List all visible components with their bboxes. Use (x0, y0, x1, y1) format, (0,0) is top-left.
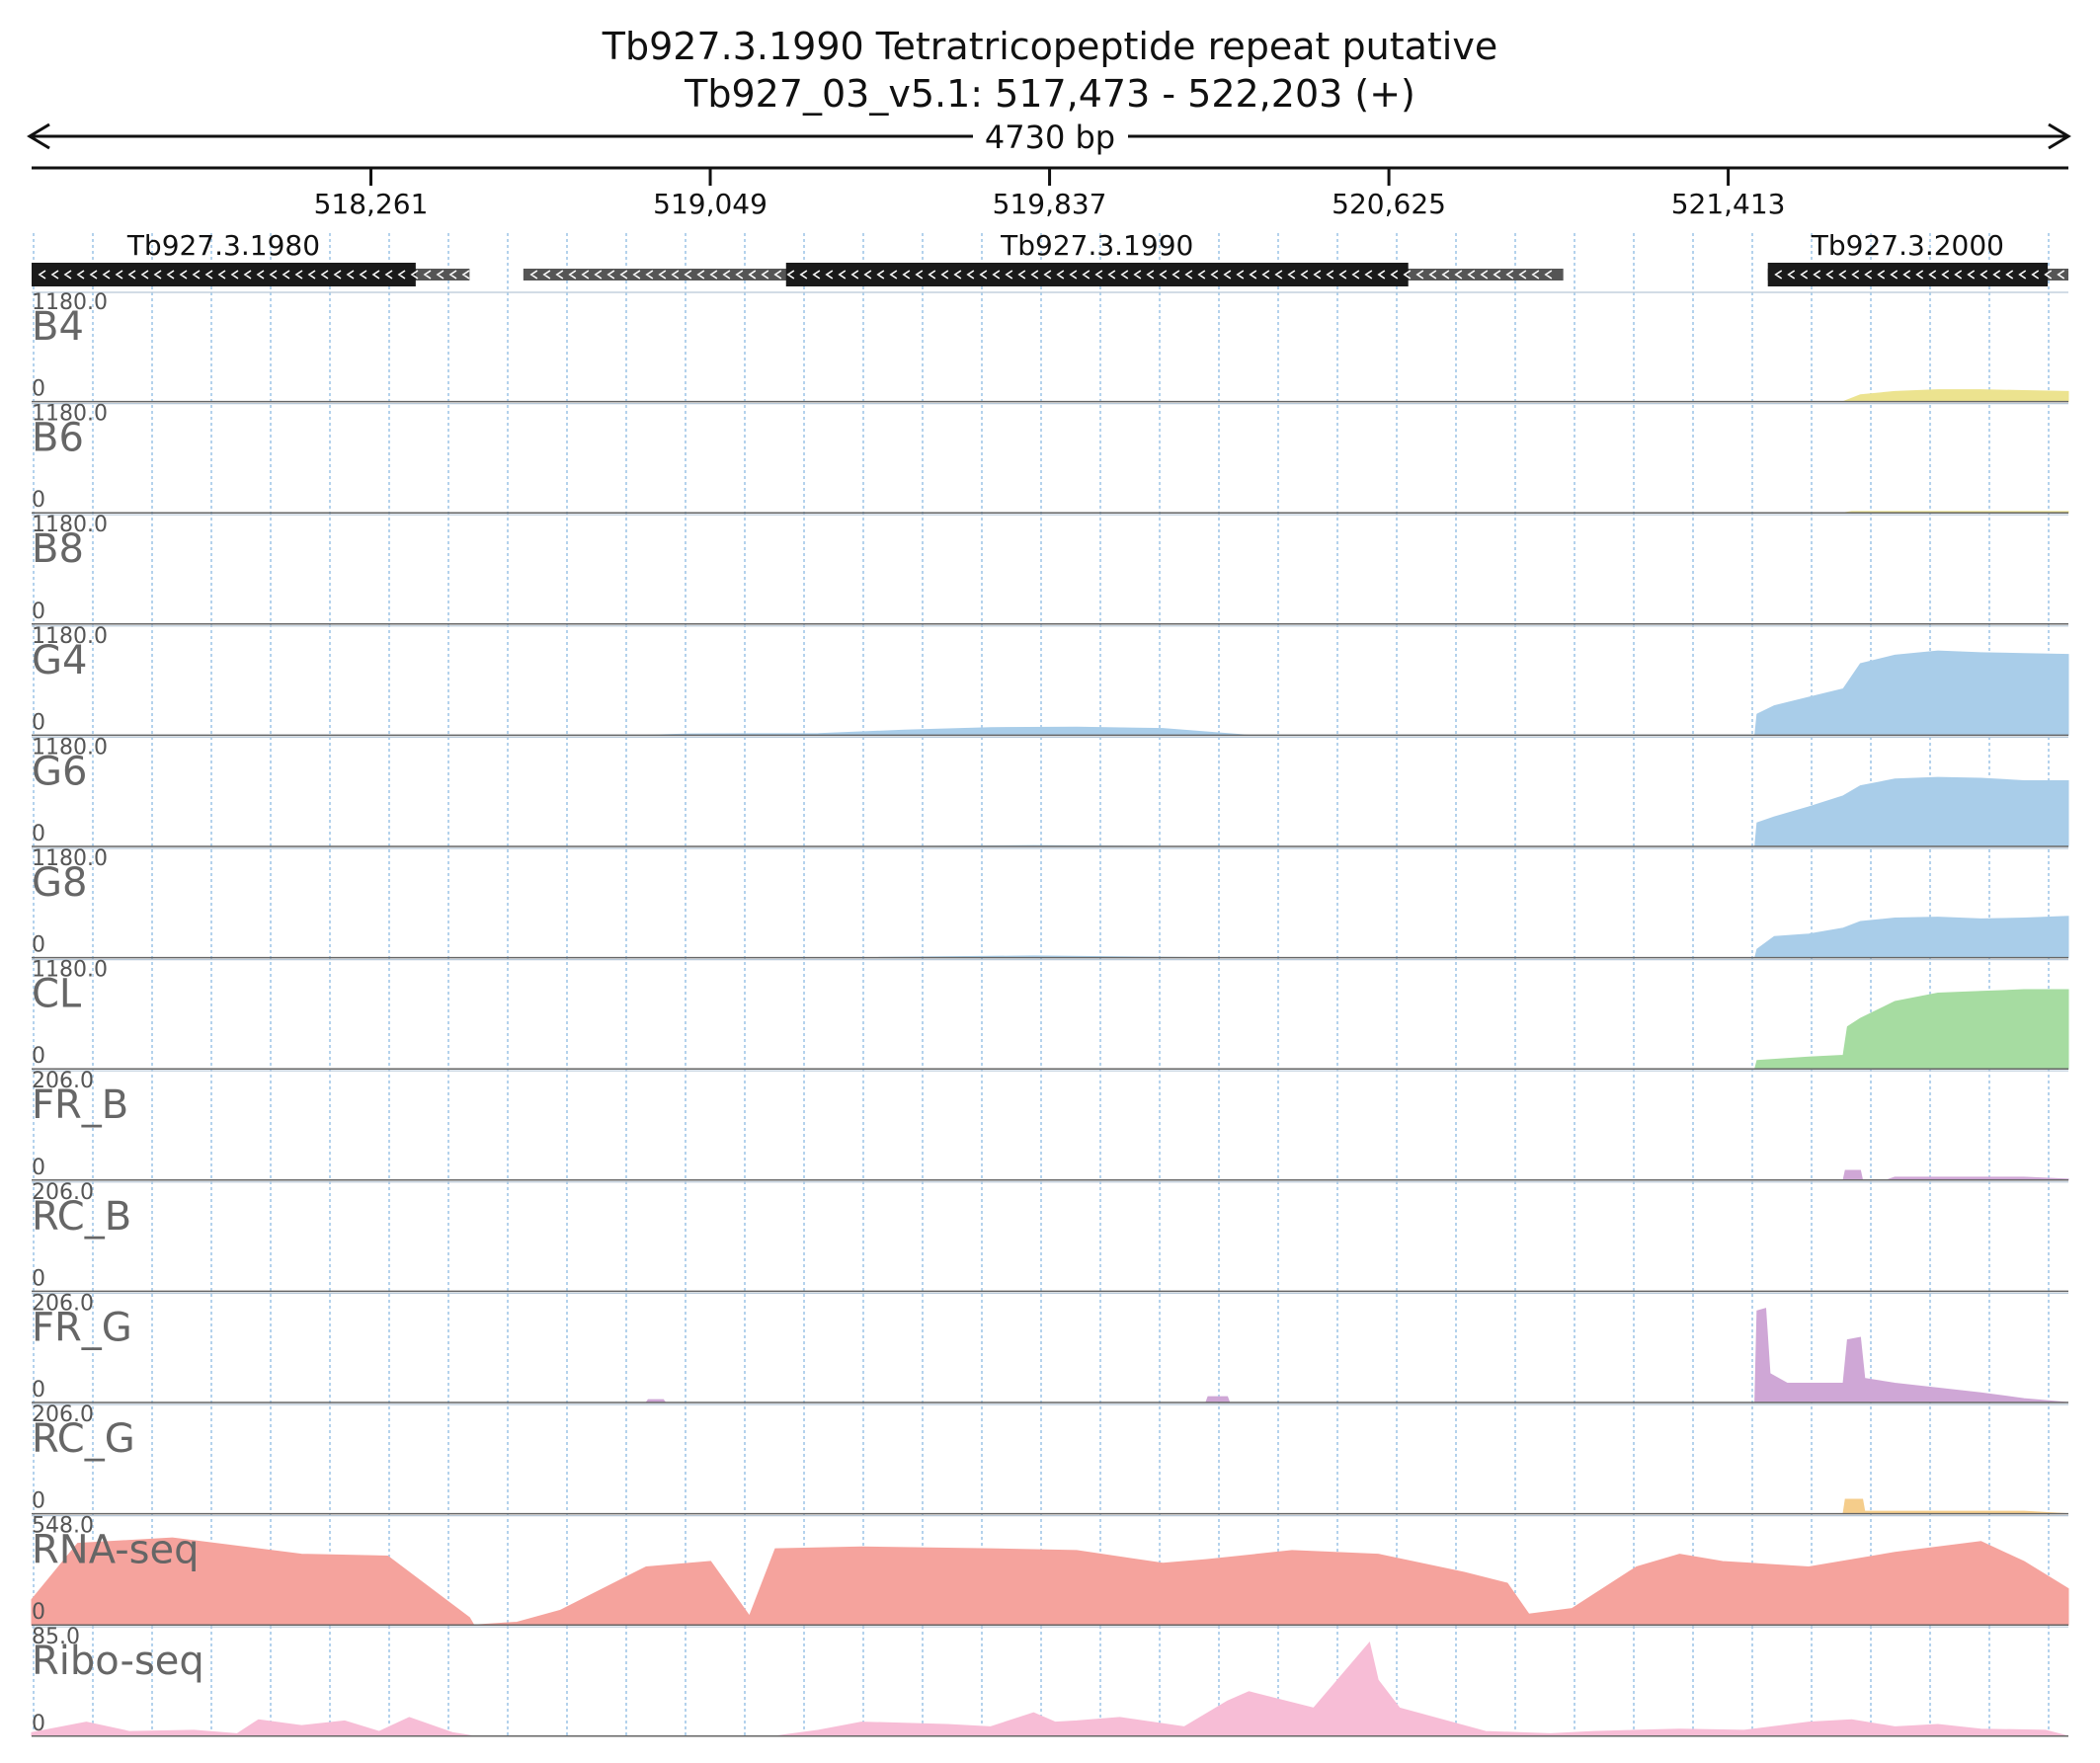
track-name: G8 (32, 860, 87, 906)
track-area (32, 1308, 2069, 1403)
track-min-label: 0 (32, 1266, 45, 1291)
x-tick-label: 520,625 (1332, 188, 1446, 220)
gene-models: Tb927.3.1980 Tb927.3.1990 Tb927.3.2000 (32, 229, 2068, 286)
x-tick-label: 519,837 (993, 188, 1107, 220)
track-max-label: 206.0 (32, 1291, 94, 1316)
track-min-label: 0 (32, 1378, 45, 1402)
track-g8: 1180.0G8 0 (32, 846, 2069, 959)
track-g4: 1180.0G4 0 (32, 624, 2069, 737)
track-name: RC_G (32, 1416, 135, 1462)
track-min-label: 0 (32, 710, 45, 735)
track-name: RC_B (32, 1194, 131, 1240)
track-max-label: 206.0 (32, 1402, 94, 1427)
track-max-label: 1180.0 (32, 846, 108, 871)
track-min-label: 0 (32, 377, 45, 402)
track-min-label: 0 (32, 1600, 45, 1625)
track-max-label: 1180.0 (32, 513, 108, 537)
ruler-ticks: 518,261 519,049 519,837 520,625 521,413 (314, 168, 1786, 220)
gene-cds (32, 263, 416, 286)
track-max-label: 1180.0 (32, 958, 108, 983)
gene-label: Tb927.3.1980 (126, 229, 320, 262)
span-length-label: 4730 bp (985, 119, 1115, 156)
strand-chevrons (38, 270, 470, 280)
track-min-label: 0 (32, 1044, 45, 1069)
x-tick-label: 521,413 (1671, 188, 1786, 220)
arrowhead-left-icon (27, 122, 50, 150)
track-area (32, 1498, 2069, 1515)
track-rc_g: 206.0RC_G 0 (32, 1402, 2069, 1515)
x-tick-label: 518,261 (314, 188, 429, 220)
track-name: FR_B (32, 1082, 128, 1128)
track-min-label: 0 (32, 1489, 45, 1514)
track-name: Ribo-seq (32, 1639, 204, 1684)
track-min-label: 0 (32, 1156, 45, 1180)
track-name: B8 (32, 526, 84, 572)
track-name: FR_G (32, 1305, 132, 1350)
track-area (32, 776, 2069, 847)
track-min-label: 0 (32, 1712, 45, 1736)
track-min-label: 0 (32, 488, 45, 513)
track-area (32, 916, 2069, 959)
track-min-label: 0 (32, 933, 45, 958)
track-area (31, 1642, 2069, 1737)
track-b6: 1180.0B6 0 (32, 402, 2069, 514)
strand-chevrons (1774, 270, 2065, 280)
track-max-label: 1180.0 (32, 735, 108, 760)
track-cl: 1180.0CL 0 (32, 958, 2069, 1070)
track-min-label: 0 (32, 600, 45, 624)
track-fr_g: 206.0FR_G 0 (32, 1291, 2069, 1403)
track-min-label: 0 (32, 822, 45, 846)
track-max-label: 206.0 (32, 1069, 94, 1093)
track-max-label: 1180.0 (32, 624, 108, 649)
track-fr_b: 206.0FR_B 0 (32, 1069, 2069, 1181)
track-name: B4 (32, 304, 84, 350)
track-max-label: 1180.0 (32, 290, 108, 315)
track-max-label: 1180.0 (32, 402, 108, 427)
track-max-label: 85.0 (32, 1625, 80, 1649)
track-area (32, 1169, 2069, 1181)
track-max-label: 548.0 (32, 1514, 94, 1539)
gene-label: Tb927.3.2000 (1811, 229, 2004, 262)
chart-subtitle: Tb927_03_v5.1: 517,473 - 522,203 (+) (684, 72, 1415, 116)
strand-chevrons (529, 270, 1553, 280)
track-name: G4 (32, 638, 87, 683)
vertical-gridlines (33, 233, 2050, 1738)
track-area (32, 650, 2069, 736)
chart-title: Tb927.3.1990 Tetratricopeptide repeat pu… (602, 25, 1497, 68)
track-name: B6 (32, 416, 84, 461)
track-b4: 1180.0B4 0 (32, 290, 2069, 403)
gene-label: Tb927.3.1990 (1000, 229, 1193, 262)
track-area (32, 389, 2069, 403)
track-name: RNA-seq (32, 1528, 199, 1573)
track-name: CL (32, 972, 82, 1017)
track-g6: 1180.0G6 0 (32, 735, 2069, 847)
track-max-label: 206.0 (32, 1180, 94, 1205)
track-area (32, 989, 2069, 1070)
coverage-tracks: 1180.0B401180.0B601180.0B801180.0G401180… (31, 290, 2069, 1737)
track-area (31, 1537, 2069, 1626)
track-b8: 1180.0B8 0 (32, 513, 2068, 625)
track-rc_b: 206.0RC_B 0 (32, 1180, 2068, 1293)
x-tick-label: 519,049 (653, 188, 767, 220)
track-name: G6 (32, 749, 87, 794)
arrowhead-right-icon (2048, 122, 2071, 150)
